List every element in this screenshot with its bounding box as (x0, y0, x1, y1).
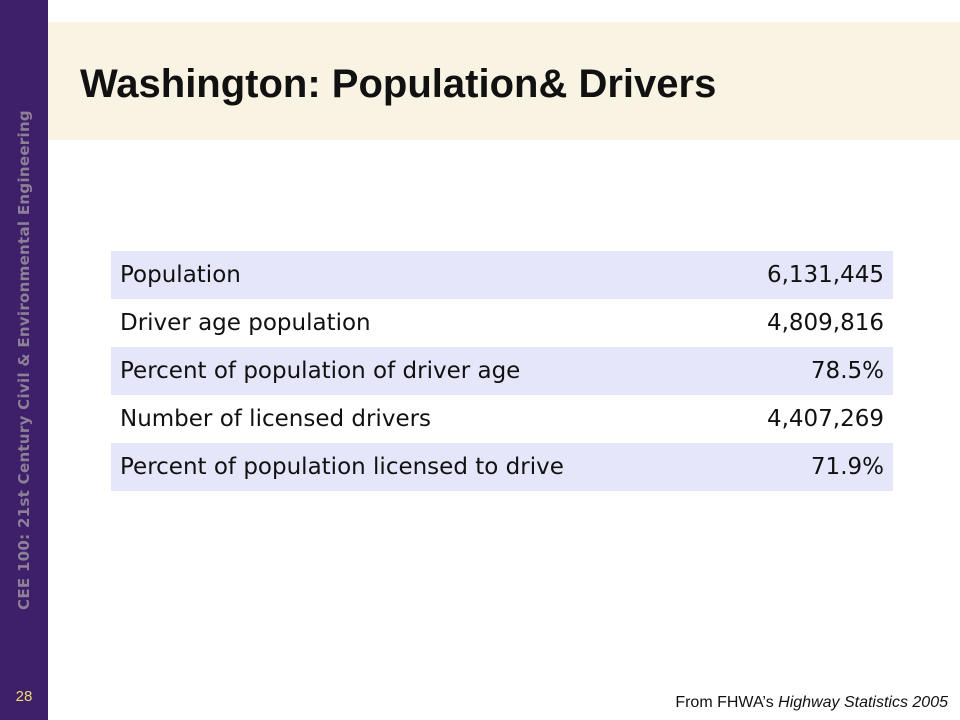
table-row: Percent of population licensed to drive … (111, 443, 893, 491)
slide-number: 28 (15, 688, 33, 705)
statistics-table: Population 6,131,445 Driver age populati… (111, 251, 893, 491)
sidebar: CEE 100: 21st Century Civil & Environmen… (0, 0, 48, 720)
row-value: 4,407,269 (766, 406, 884, 432)
row-value: 78.5% (716, 347, 893, 395)
row-label: Percent of population licensed to drive (111, 443, 717, 491)
row-label: Population (111, 251, 717, 299)
title-band (48, 22, 960, 140)
source-note: From FHWA’s Highway Statistics 2005 (675, 694, 948, 712)
row-value: 71.9% (716, 443, 893, 491)
course-name-vertical: CEE 100: 21st Century Civil & Environmen… (15, 110, 33, 610)
row-label: Driver age population (120, 310, 371, 336)
table-row: Driver age population 4,809,816 (111, 299, 893, 347)
row-value: 4,809,816 (766, 310, 884, 336)
table-row: Percent of population of driver age 78.5… (111, 347, 893, 395)
row-label: Number of licensed drivers (120, 406, 432, 432)
page-title: Washington: Population& Drivers (80, 62, 717, 106)
table-row: Number of licensed drivers 4,407,269 (111, 395, 893, 443)
row-value: 6,131,445 (716, 251, 893, 299)
table-row: Population 6,131,445 (111, 251, 893, 299)
source-publication: Highway Statistics 2005 (778, 694, 948, 711)
row-label: Percent of population of driver age (111, 347, 717, 395)
source-prefix: From FHWA’s (675, 694, 779, 711)
